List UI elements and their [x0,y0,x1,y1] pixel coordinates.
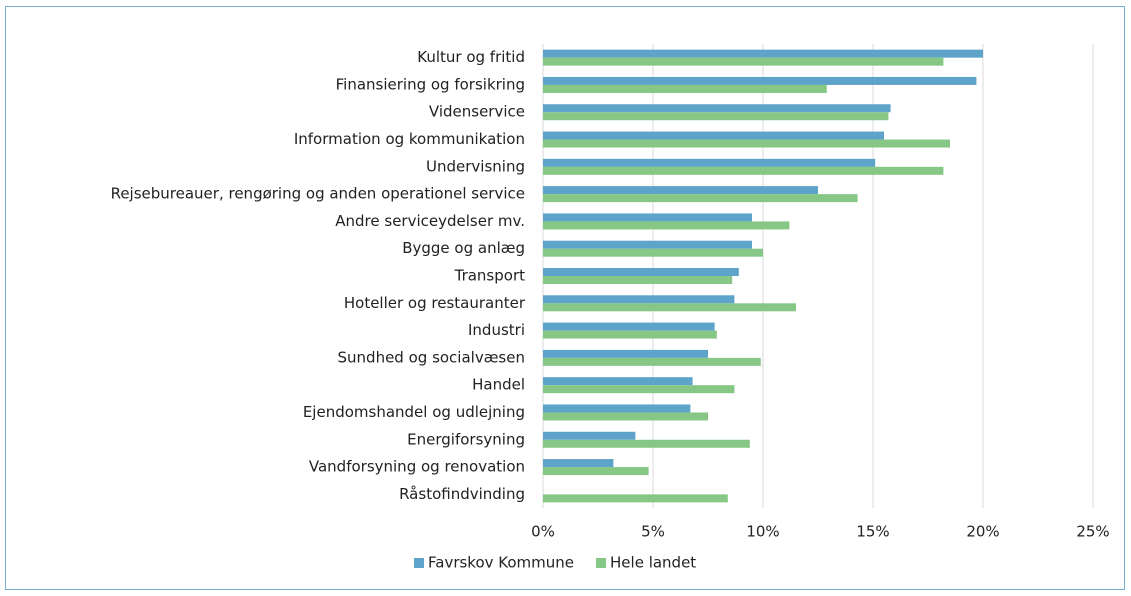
bar [543,221,790,230]
bar [543,268,739,276]
y-tick-label: Bygge og anlæg [402,239,525,257]
bar [543,303,796,312]
legend-swatch [596,558,607,568]
y-tick-label: Råstofindvinding [399,485,525,503]
bar [543,131,884,140]
y-tick-label: Industri [468,321,525,339]
y-tick-label: Videnservice [429,103,525,121]
bar [543,49,983,58]
bar [543,84,827,93]
bar [543,276,733,284]
y-tick-label: Rejsebureauer, rengøring og anden operat… [111,185,525,203]
legend-label: Favrskov Kommune [428,554,574,572]
legend-swatch [414,558,424,568]
bar [543,213,752,222]
bar [543,186,818,195]
bar [543,467,649,476]
bar [543,248,763,257]
x-tick-label: 20% [966,523,999,541]
bar [543,412,708,421]
bar [543,357,761,366]
bar [543,385,735,394]
bar [543,112,889,121]
bar [543,76,977,85]
bar [543,459,614,468]
y-tick-label: Andre serviceydelser mv. [335,212,525,230]
bar [543,139,950,148]
bar [543,194,858,203]
bar [543,295,735,304]
bar [543,404,691,413]
bar [543,377,693,386]
y-tick-label: Ejendomshandel og udlejning [303,403,525,421]
y-tick-label: Finansiering og forsikring [336,75,525,93]
y-tick-label: Hoteller og restauranter [344,294,526,312]
y-tick-label: Information og kommunikation [294,130,525,148]
x-tick-label: 0% [531,523,555,541]
y-tick-label: Kultur og fritid [417,48,525,66]
bar [543,431,636,440]
x-tick-label: 25% [1076,523,1109,541]
y-tick-label: Undervisning [426,157,525,175]
bar [543,104,891,113]
y-tick-label: Sundhed og socialvæsen [338,348,525,366]
x-tick-label: 15% [856,523,889,541]
bar [543,166,944,175]
bar [543,494,728,503]
x-tick-label: 10% [746,523,779,541]
bar [543,349,708,358]
y-tick-label: Energiforsyning [407,430,525,448]
bar [543,439,750,448]
y-tick-label: Transport [454,267,526,285]
legend-label: Hele landet [610,554,696,572]
y-tick-label: Handel [472,376,525,394]
y-tick-label: Vandforsyning og renovation [309,458,525,476]
bar [543,330,717,339]
bar [543,57,944,66]
bar [543,322,715,331]
bar [543,240,752,249]
bar [543,158,876,167]
x-tick-label: 5% [641,523,665,541]
